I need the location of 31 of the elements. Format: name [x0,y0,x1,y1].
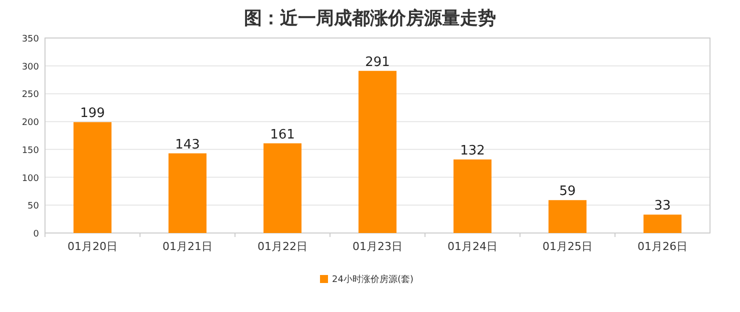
x-tick-label: 01月26日 [638,240,688,253]
x-tick-label: 01月20日 [68,240,118,253]
x-tick-label: 01月22日 [258,240,308,253]
y-tick-label: 150 [22,146,40,156]
bar [264,143,302,233]
data-label: 59 [559,184,576,200]
bar [548,200,586,233]
y-tick-label: 100 [22,174,40,184]
data-label: 199 [80,106,105,122]
data-label: 291 [365,54,390,70]
bar [644,214,682,233]
x-tick-label: 01月24日 [448,240,498,253]
x-tick-label: 01月25日 [542,240,592,253]
y-tick-label: 0 [33,230,40,240]
data-label: 132 [460,143,485,158]
data-label: 143 [175,137,200,152]
y-tick-label: 350 [22,34,40,44]
y-tick-label: 300 [22,62,40,72]
x-tick-label: 01月21日 [162,240,212,253]
y-tick-label: 50 [28,202,40,212]
legend-label: 24小时涨价房源(套) [332,274,414,285]
y-tick-label: 250 [22,90,40,100]
y-tick-label: 200 [22,118,40,128]
bar [358,70,396,233]
bar [74,122,112,233]
chart-title: 图：近一周成都涨价房源量走势 [244,8,496,29]
data-label: 33 [654,198,671,214]
bar [168,153,206,233]
x-tick-label: 01月23日 [352,240,402,253]
bar [454,159,492,233]
data-label: 161 [270,127,295,142]
